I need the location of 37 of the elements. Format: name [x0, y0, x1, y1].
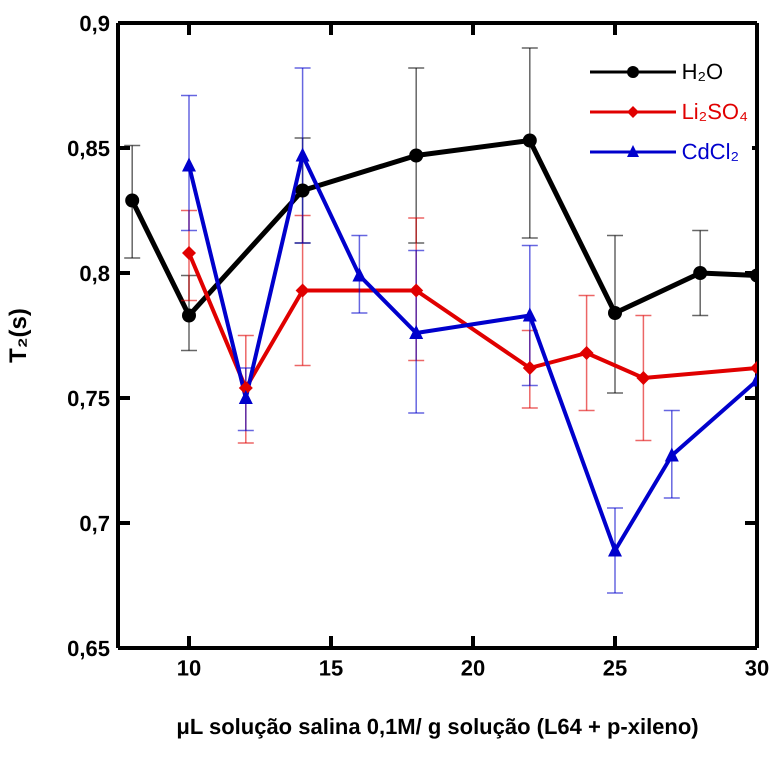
point [636, 371, 650, 385]
y-tick-label: 0,8 [79, 260, 110, 286]
legend-label: Li₂SO₄ [682, 99, 748, 125]
point [580, 346, 594, 360]
point [608, 542, 622, 556]
y-tick-label: 0,75 [67, 386, 110, 411]
point [522, 308, 537, 322]
y-tick-label: 0,7 [79, 510, 110, 536]
point [182, 308, 196, 322]
legend-label: H₂O [682, 59, 724, 85]
point [522, 134, 537, 148]
y-tick-label: 0,65 [67, 636, 110, 661]
legend-label: CdCl₂ [682, 139, 740, 165]
x-tick-label: 15 [318, 656, 344, 681]
y-tick-label: 0,9 [79, 10, 110, 36]
point [125, 194, 140, 208]
x-tick-label: 25 [602, 656, 628, 681]
point [522, 361, 537, 375]
y-tick-label: 0,85 [67, 136, 110, 161]
point [352, 268, 366, 282]
point [608, 306, 622, 320]
point [664, 448, 679, 462]
point [409, 284, 424, 298]
point [182, 246, 196, 260]
point [409, 325, 424, 339]
point [182, 158, 196, 172]
x-tick-label: 30 [744, 656, 770, 681]
point [693, 266, 708, 280]
x-tick-label: 10 [176, 656, 202, 681]
point [238, 390, 253, 404]
x-tick-label: 20 [460, 656, 486, 681]
point [238, 381, 253, 395]
point [296, 148, 310, 162]
x-axis-title: μL solução salina 0,1M/ g solução (L64 + p-xileno) [176, 714, 699, 739]
y-axis-title: T₂(s) [5, 308, 32, 363]
point [296, 184, 310, 198]
point [409, 148, 424, 162]
